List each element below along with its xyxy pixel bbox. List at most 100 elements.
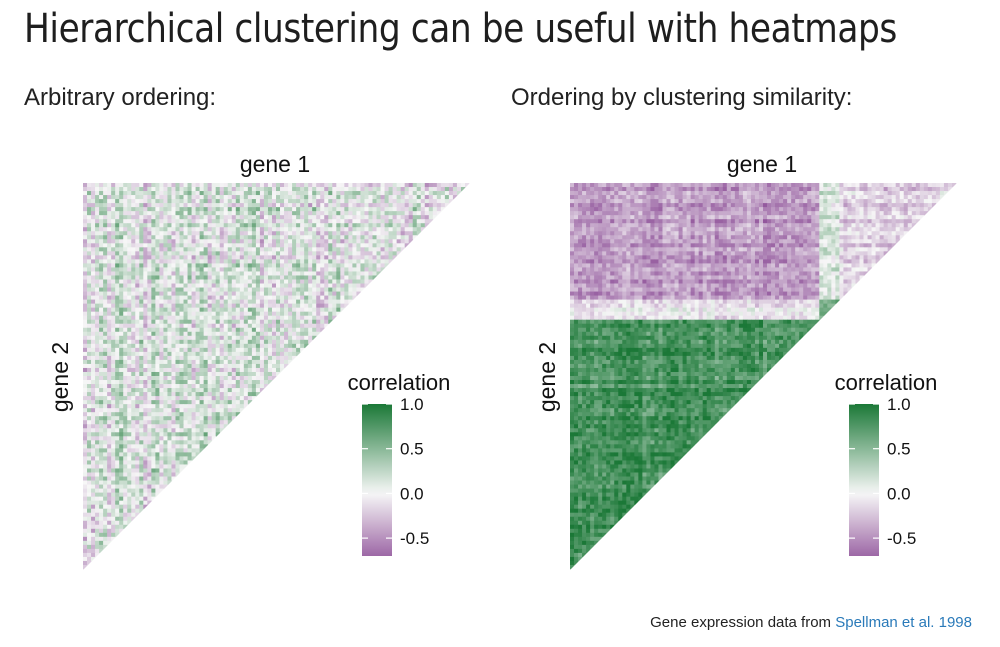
heatmap-cell (300, 319, 305, 325)
heatmap-cell (271, 367, 277, 373)
heatmap-cell (324, 315, 329, 321)
heatmap-cell (348, 223, 353, 228)
heatmap-cell (223, 263, 229, 268)
heatmap-cell (276, 203, 281, 208)
heatmap-cell (95, 215, 100, 220)
heatmap-cell (276, 183, 281, 188)
heatmap-cell (103, 215, 108, 220)
heatmap-cell (304, 219, 309, 224)
heatmap-cell (767, 187, 772, 192)
heatmap-cell (123, 396, 128, 401)
heatmap-cell (235, 359, 241, 365)
heatmap-cell (147, 367, 152, 373)
heatmap-cell (203, 388, 209, 393)
heatmap-cell (211, 219, 217, 224)
heatmap-cell (251, 235, 257, 240)
heatmap-cell (276, 247, 281, 252)
heatmap-cell (263, 319, 269, 325)
heatmap-cell (147, 488, 152, 493)
heatmap-cell (123, 267, 128, 272)
heatmap-cell (223, 367, 229, 373)
heatmap-cell (95, 359, 100, 365)
heatmap-cell (147, 199, 152, 204)
heatmap-cell (151, 428, 156, 433)
heatmap-cell (380, 187, 385, 192)
heatmap-cell (614, 195, 619, 200)
heatmap-cell (147, 303, 152, 309)
heatmap-cell (280, 255, 285, 260)
heatmap-cell (163, 259, 168, 264)
heatmap-cell (167, 271, 172, 276)
heatmap-cell (139, 496, 144, 502)
heatmap-cell (280, 235, 285, 240)
heatmap-cell (312, 203, 317, 208)
heatmap-cell (143, 275, 148, 280)
heatmap-cell (91, 556, 96, 562)
heatmap-cell (843, 183, 848, 188)
heatmap-cell (312, 307, 317, 313)
heatmap-cell (267, 183, 273, 188)
heatmap-cell (775, 191, 780, 196)
heatmap-cell (219, 384, 225, 389)
heatmap-cell (127, 207, 132, 212)
heatmap-cell (364, 275, 369, 280)
heatmap-cell (312, 283, 317, 288)
heatmap-cell (284, 315, 289, 321)
heatmap-cell (119, 420, 124, 425)
heatmap-cell (115, 396, 120, 401)
heatmap-cell (340, 295, 345, 300)
heatmap-cell (119, 211, 124, 216)
heatmap-cell (356, 271, 361, 276)
heatmap-cell (288, 327, 293, 333)
heatmap-cell (167, 388, 172, 393)
heatmap-cell (195, 247, 200, 252)
heatmap-cell (171, 380, 176, 385)
heatmap-cell (259, 207, 265, 212)
heatmap-cell (119, 400, 124, 405)
heatmap-cell (267, 239, 273, 244)
heatmap-cell (151, 191, 156, 196)
heatmap-cell (456, 191, 462, 196)
heatmap-cell (300, 207, 305, 212)
heatmap-cell (203, 367, 209, 373)
heatmap-cell (646, 191, 651, 196)
heatmap-cell (271, 315, 277, 321)
heatmap-cell (187, 380, 192, 385)
heatmap-cell (227, 412, 233, 417)
heatmap-cell (271, 295, 277, 300)
heatmap-cell (127, 335, 132, 341)
heatmap-cell (199, 311, 205, 317)
heatmap-cell (111, 243, 116, 248)
heatmap-cell (304, 303, 309, 309)
heatmap-cell (103, 540, 108, 546)
heatmap-cell (91, 512, 96, 518)
heatmap-cell (771, 187, 776, 192)
heatmap-cell (83, 536, 88, 542)
heatmap-cell (251, 376, 257, 381)
heatmap-cell (115, 367, 120, 373)
heatmap-cell (171, 440, 176, 445)
heatmap-cell (183, 323, 188, 329)
heatmap-cell (167, 468, 172, 473)
heatmap-cell (219, 307, 225, 313)
heatmap-cell (147, 299, 152, 305)
heatmap-cell (83, 532, 88, 538)
heatmap-cell (316, 275, 321, 280)
heatmap-cell (255, 363, 261, 369)
heatmap-cell (127, 283, 132, 288)
heatmap-cell (594, 183, 599, 188)
heatmap-cell (99, 496, 104, 502)
heatmap-cell (135, 359, 140, 365)
heatmap-cell (247, 335, 253, 341)
heatmap-cell (594, 191, 599, 196)
heatmap-cell (231, 235, 237, 240)
heatmap-cell (312, 287, 317, 292)
heatmap-cell (247, 307, 253, 313)
heatmap-cell (219, 327, 225, 333)
heatmap-cell (344, 187, 349, 192)
heatmap-cell (267, 207, 273, 212)
heatmap-cell (135, 339, 140, 345)
heatmap-cell (336, 183, 341, 188)
heatmap-cell (215, 263, 221, 268)
heatmap-cell (91, 199, 96, 204)
